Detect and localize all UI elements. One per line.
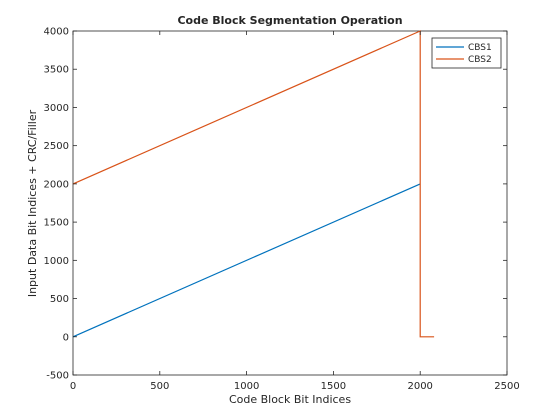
series-layer — [72, 30, 435, 338]
legend-label-cbs1: CBS1 — [468, 43, 492, 53]
y-tick-label: 4000 — [44, 27, 69, 38]
y-tick-label: 2500 — [44, 141, 69, 152]
x-axis-label: Code Block Bit Indices — [229, 393, 351, 406]
x-tick-label: 1500 — [321, 381, 346, 392]
y-tick-label: 1500 — [44, 218, 69, 229]
ticks-layer: 0 500 1000 1500 2000 2500-5000500100015002000… — [44, 27, 520, 393]
series-line-cbs1 — [72, 183, 421, 338]
x-tick-label: 0 — [70, 381, 76, 392]
axes-box — [72, 30, 508, 376]
y-tick-label: -500 — [46, 371, 69, 382]
legend-label-cbs2: CBS2 — [468, 55, 492, 65]
legend-box — [431, 37, 502, 69]
y-tick-label: 0 — [63, 332, 69, 343]
y-axis-label: Input Data Bit Indices + CRC/Filler — [26, 109, 39, 297]
y-tick-label: 1000 — [44, 256, 69, 267]
x-tick-label: 1000 — [234, 381, 259, 392]
x-tick-label: 2000 — [407, 381, 432, 392]
series-line-cbs2 — [72, 30, 435, 338]
plot-area: 0 500 1000 1500 2000 2500-5000500100015002000… — [44, 27, 520, 393]
legend: CBS1 CBS2 — [431, 37, 502, 69]
x-tick-label: 500 — [150, 381, 169, 392]
y-tick-label: 2000 — [44, 179, 69, 190]
y-tick-label: 500 — [50, 294, 69, 305]
y-tick-label: 3000 — [44, 103, 69, 114]
y-tick-label: 3500 — [44, 65, 69, 76]
x-tick-label: 2500 — [494, 381, 519, 392]
chart-title: Code Block Segmentation Operation — [177, 14, 402, 27]
